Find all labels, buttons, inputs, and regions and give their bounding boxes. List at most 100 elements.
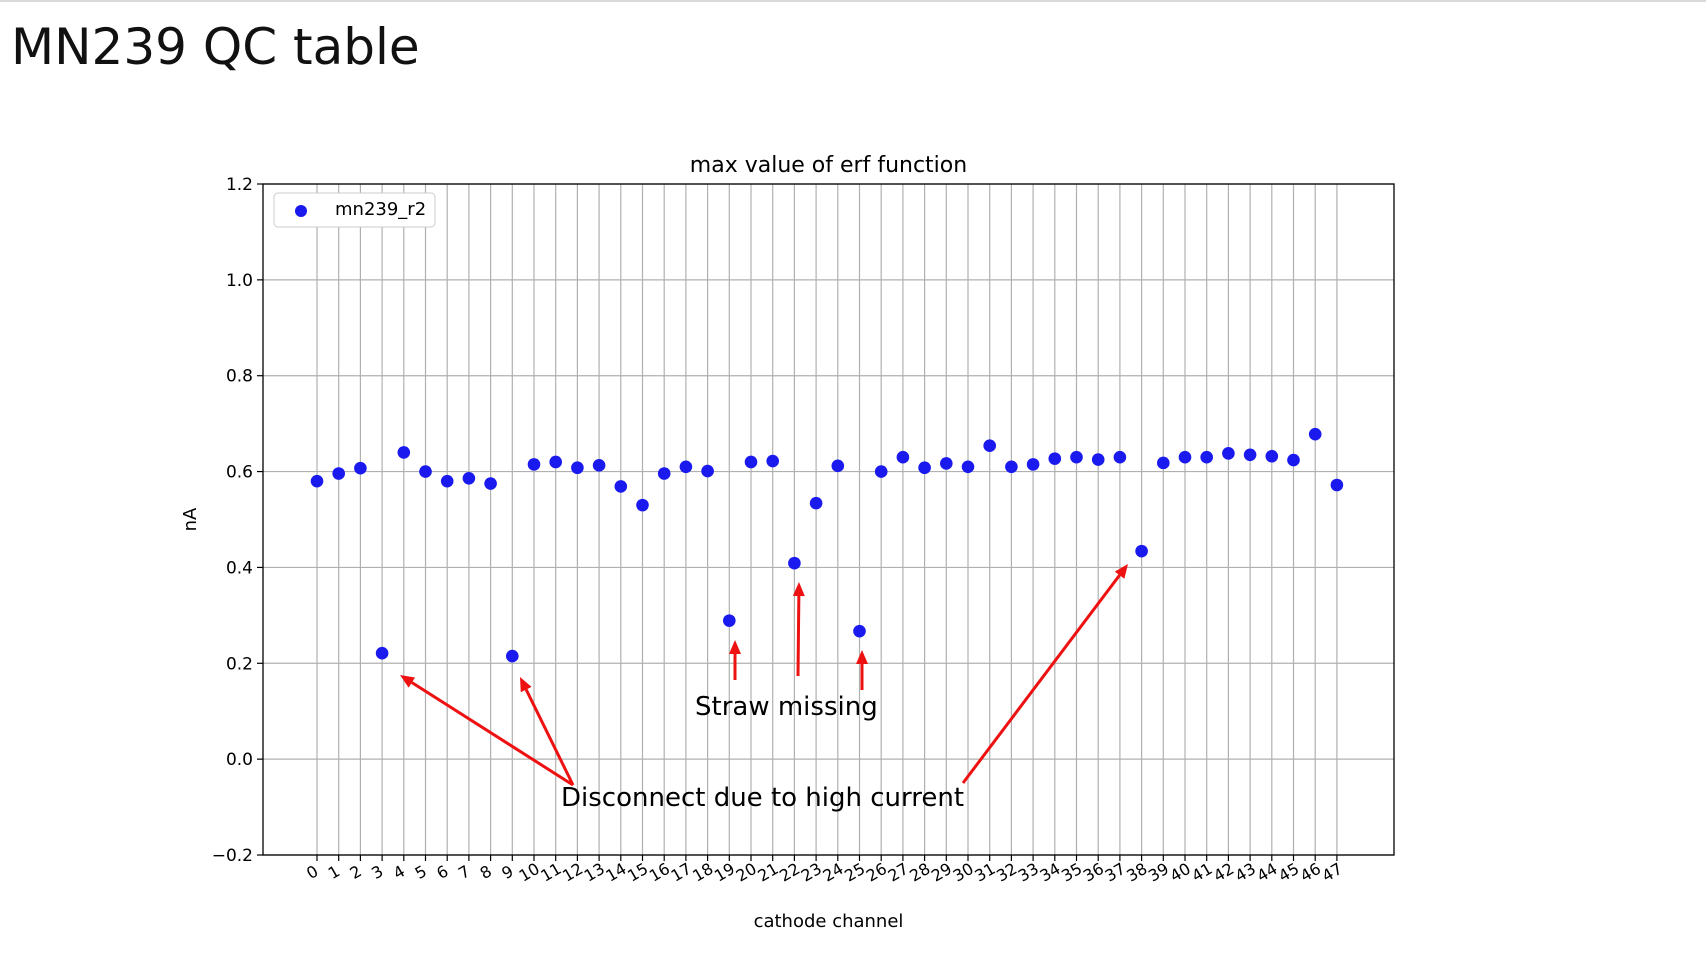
data-point [397,446,411,459]
data-point [983,439,996,452]
data-point [723,614,736,627]
data-point [549,455,562,469]
data-point [1005,460,1018,474]
y-tick-label: 0.6 [226,463,253,483]
data-point [766,454,779,468]
annotation-arrow [400,675,574,787]
data-point [375,646,389,660]
data-point [744,455,758,469]
data-point [462,471,476,485]
y-tick-label: 0.8 [226,367,253,387]
data-point [788,556,801,570]
legend: mn239_r2 [273,192,436,228]
annotation-straw-missing: Straw missing [695,692,878,722]
data-point [440,474,454,488]
arrow-shaft [961,574,1121,784]
x-tick-label: 5 [412,861,430,883]
data-point [484,477,497,490]
data-point [940,457,953,470]
arrow-head [1114,564,1128,579]
x-tick-label: 47 [1319,859,1346,886]
data-point [1287,453,1300,467]
arrow-head [729,640,741,654]
data-point [874,465,888,478]
data-point [332,467,346,480]
data-point [614,480,628,493]
data-point [1265,449,1279,463]
y-tick-label: 0.2 [226,654,253,674]
annotation-arrow [961,564,1128,784]
data-point [657,467,671,480]
annotation-arrow [729,640,741,680]
x-tick-label: 6 [433,861,451,883]
legend-box [273,192,436,228]
y-tick-label: 1.2 [226,175,253,195]
arrow-head [856,650,868,664]
data-point [571,461,584,475]
data-point [1135,544,1148,558]
annotation-arrows [400,564,1128,787]
annotation-arrow [856,650,868,690]
x-tick-label: 7 [455,861,473,883]
data-point [1330,478,1344,492]
legend-marker [295,205,307,217]
y-tick-label: 0.4 [226,558,253,578]
data-point [896,450,910,464]
arrow-head [520,677,532,693]
data-point [961,460,975,474]
y-tick-label: 1.0 [226,271,253,291]
data-point [592,459,606,472]
data-point [831,459,845,473]
data-point [354,461,367,475]
data-point [1222,447,1235,460]
arrow-head [792,582,805,597]
data-point [1048,452,1062,465]
y-tick-label: −0.2 [212,846,253,866]
data-point [1070,450,1083,464]
x-tick-label: 9 [498,861,516,883]
data-point [1113,450,1127,464]
data-point [918,461,931,475]
data-point [310,474,324,488]
y-tick-label: 0.0 [226,750,253,770]
annotation-disconnect: Disconnect due to high current [561,783,965,813]
plot-frame [262,183,1395,856]
grid-layer [263,183,1394,856]
data-point [419,465,432,478]
annotation-arrow [520,677,575,786]
data-point [1157,456,1170,470]
data-point [1091,453,1105,466]
data-point [853,624,866,638]
legend-label: mn239_r2 [335,199,426,220]
data-point [1026,458,1040,471]
x-tick-label: 8 [477,861,495,883]
arrow-shaft [411,681,574,787]
data-point [527,458,541,471]
annotation-arrow [792,582,805,677]
x-tick-label: 0 [303,861,321,883]
x-axis-ticks: 0 1 2 3 4 5 6 7 8 9101112131415161718192021222324… [303,855,1346,886]
chart-title: max value of erf function [690,153,967,178]
data-point [679,460,693,474]
x-tick-label: 4 [390,861,408,883]
x-axis-label: cathode channel [754,911,904,932]
data-points [310,427,1344,663]
arrow-shaft [524,688,575,786]
x-tick-label: 2 [346,861,364,883]
data-point [1178,450,1192,464]
data-point [1200,450,1213,464]
top-rule [0,0,1706,2]
arrow-head [400,675,416,688]
x-tick-label: 3 [368,861,386,883]
x-tick-label: 1 [325,861,343,883]
slide-title: MN239 QC table [11,18,420,76]
y-axis-ticks: −0.2 0.0 0.2 0.4 0.6 0.8 1.0 1.2 [212,175,263,866]
arrow-shaft [796,595,801,677]
data-point [506,649,519,663]
y-axis-label: nA [180,507,201,531]
data-point [701,464,714,478]
data-point [809,496,823,510]
data-point [1243,448,1257,462]
data-point [636,498,649,512]
